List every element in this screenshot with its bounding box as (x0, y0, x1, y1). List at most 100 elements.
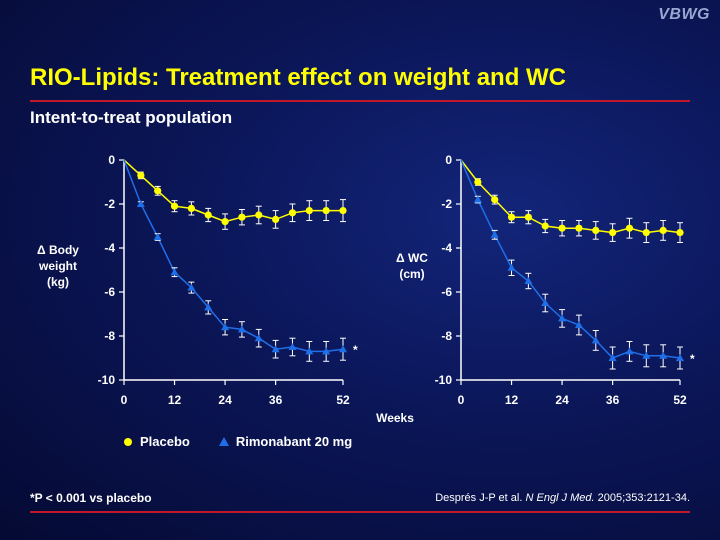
p2-ylabel: Δ WC (cm) (396, 251, 428, 281)
p2-rimonabant-point-2 (490, 230, 499, 238)
p2-ytick-label-4: -8 (441, 329, 452, 343)
p1-rimonabant-point-5 (204, 303, 213, 311)
p2-placebo-point-4 (524, 213, 532, 221)
p1-ytick-label-5: -10 (98, 373, 116, 387)
p2-xtick-label-3: 36 (606, 393, 620, 407)
citation-journal: N Engl J Med. (525, 492, 595, 504)
p2-rimonabant-point-6 (558, 314, 567, 322)
citation-details: 2005;353:2121-34. (594, 492, 690, 504)
p2-xtick-label-2: 24 (555, 393, 569, 407)
p2-placebo-point-2 (491, 196, 499, 204)
p2-placebo-point-6 (558, 224, 566, 232)
p1-ytick-label-0: 0 (108, 153, 115, 167)
p2-placebo-point-13 (676, 229, 684, 237)
p2-significance-star: * (690, 352, 695, 366)
p1-placebo-point-3 (170, 202, 179, 210)
legend-triangle-icon (218, 436, 229, 446)
p2-xtick-label-1: 12 (505, 393, 519, 407)
p2-placebo-point-11 (642, 229, 650, 237)
p1-rimonabant-point-6 (221, 323, 230, 331)
p1-xtick-label-0: 0 (121, 393, 128, 407)
title-divider (30, 100, 690, 102)
p2-rimonabant-point-10 (625, 347, 634, 355)
p1-placebo-point-8 (255, 211, 263, 219)
p1-placebo-point-4 (187, 204, 195, 212)
legend-item-placebo: Placebo (122, 434, 190, 449)
p2-placebo-point-3 (507, 213, 516, 221)
p2-placebo-point-8 (592, 226, 600, 234)
p2-xtick-label-4: 52 (673, 393, 687, 407)
p2-rimonabant-point-8 (591, 336, 600, 344)
p2-rimonabant-line (460, 159, 681, 359)
p2-ytick-label-3: -6 (441, 285, 452, 299)
p2-rimonabant-point-12 (659, 351, 668, 359)
p1-placebo-point-12 (322, 207, 330, 215)
p1-placebo-point-7 (238, 213, 246, 221)
p1-placebo-point-10 (288, 209, 297, 217)
p2-placebo-point-12 (659, 226, 667, 234)
p1-rimonabant-point-12 (322, 347, 331, 355)
p1-placebo-point-13 (339, 207, 347, 215)
p1-xtick-label-4: 52 (336, 393, 350, 407)
p1-rimonabant-point-8 (254, 334, 263, 342)
p2-placebo-point-7 (575, 224, 583, 232)
significance-footnote: *P < 0.001 vs placebo (30, 491, 152, 505)
p2-rimonabant-point-11 (642, 351, 651, 359)
p1-rimonabant-line (123, 159, 344, 353)
p2-ytick-label-2: -4 (441, 241, 452, 255)
p2-ytick-label-5: -10 (435, 373, 453, 387)
legend-circle-icon (124, 437, 132, 446)
p2-rimonabant-point-1 (473, 195, 482, 203)
p1-xtick-label-2: 24 (218, 393, 232, 407)
p1-ylabel: Δ Body weight (kg) (37, 243, 79, 289)
p1-rimonabant-point-10 (288, 343, 297, 350)
p2-ytick-label-0: 0 (445, 153, 452, 167)
p1-rimonabant-point-9 (271, 345, 280, 353)
p1-rimonabant-point-1 (136, 200, 145, 207)
citation: Després J-P et al. N Engl J Med. 2005;35… (435, 492, 690, 504)
p1-ytick-label-2: -4 (104, 241, 115, 255)
vbwg-logo: VBWG (658, 6, 710, 23)
p1-placebo-point-6 (221, 218, 229, 226)
p1-placebo-point-1 (137, 171, 145, 179)
p2-rimonabant-point-7 (574, 321, 583, 328)
p1-rimonabant-point-4 (187, 283, 196, 291)
slide-title: RIO-Lipids: Treatment effect on weight a… (30, 64, 567, 91)
legend-label-placebo: Placebo (140, 434, 190, 449)
p2-xtick-label-0: 0 (458, 393, 465, 407)
p1-ytick-label-3: -6 (104, 285, 115, 299)
p1-xtick-label-3: 36 (269, 393, 283, 407)
legend-item-rimonabant: Rimonabant 20 mg (218, 434, 352, 449)
p1-placebo-point-11 (305, 207, 313, 215)
p2-rimonabant-point-3 (507, 263, 516, 271)
p1-placebo-point-5 (204, 211, 212, 219)
p1-rimonabant-point-13 (339, 345, 347, 353)
p1-xtick-label-1: 12 (168, 393, 182, 407)
chart-legend: Placebo Rimonabant 20 mg (122, 434, 352, 449)
p1-significance-star: * (353, 343, 358, 357)
p1-ytick-label-1: -2 (104, 197, 115, 211)
p1-placebo-point-9 (272, 215, 280, 223)
x-axis-label-weeks: Weeks (376, 411, 414, 425)
footer-divider (30, 511, 690, 513)
p1-rimonabant-point-11 (305, 347, 314, 355)
p2-placebo-point-1 (474, 178, 482, 186)
p1-ylabel-line-1: weight (38, 259, 77, 273)
p1-ylabel-line-2: (kg) (47, 275, 69, 289)
p2-rimonabant-point-9 (608, 354, 617, 361)
p1-ytick-label-4: -8 (104, 329, 115, 343)
p1-placebo-point-2 (154, 187, 162, 195)
citation-authors: Després J-P et al. (435, 492, 523, 504)
p1-ylabel-line-0: Δ Body (37, 243, 79, 257)
p2-ylabel-line-1: (cm) (399, 267, 424, 281)
p1-rimonabant-point-7 (237, 325, 246, 333)
p2-rimonabant-point-4 (524, 277, 533, 284)
p2-rimonabant-point-13 (676, 354, 684, 361)
p2-placebo-point-9 (609, 229, 617, 237)
p2-placebo-point-5 (541, 222, 549, 230)
legend-label-rimonabant: Rimonabant 20 mg (235, 434, 353, 449)
p2-rimonabant-point-5 (541, 299, 550, 306)
p1-rimonabant-point-3 (170, 268, 179, 276)
p2-placebo-point-10 (625, 224, 634, 232)
